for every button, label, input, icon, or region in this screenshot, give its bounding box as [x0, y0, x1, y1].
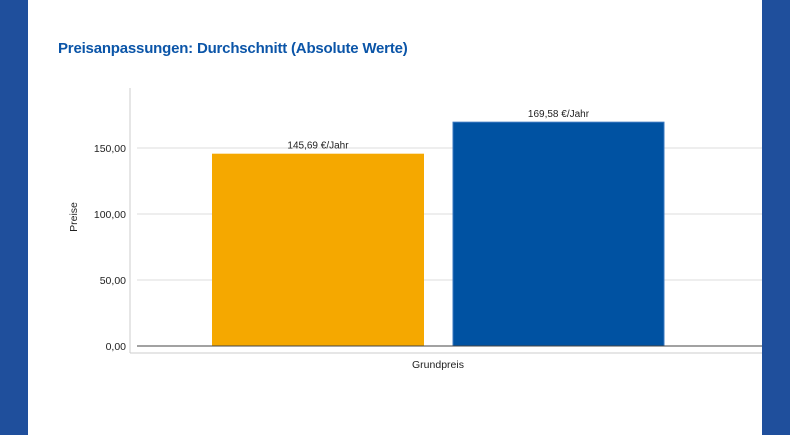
y-tick-label: 0,00: [106, 341, 127, 353]
category-label: Grundpreis: [412, 359, 464, 371]
data-label-2: 169,58 €/Jahr: [528, 109, 590, 120]
bar-1: [212, 153, 424, 346]
y-axis-label: Preise: [68, 202, 80, 232]
bar-2: [452, 121, 665, 347]
data-label-1: 145,69 €/Jahr: [287, 141, 349, 152]
chart-title: Preisanpassungen: Durchschnitt (Absolute…: [58, 40, 408, 57]
y-tick-label: 100,00: [94, 209, 126, 221]
y-tick-label: 50,00: [100, 275, 126, 287]
y-tick-label: 150,00: [94, 143, 126, 155]
